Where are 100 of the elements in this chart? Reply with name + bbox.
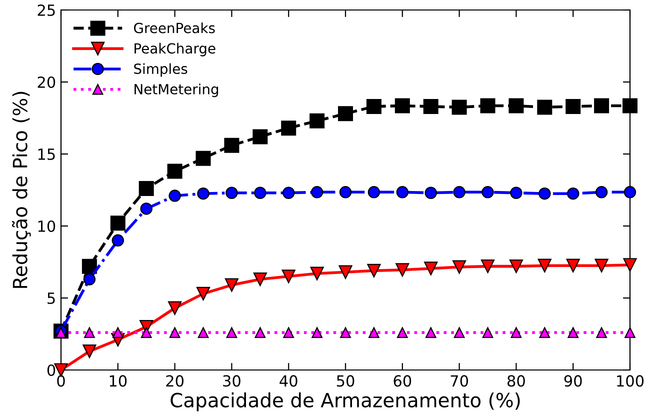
x-tick-label: 90	[564, 375, 582, 387]
point	[538, 258, 552, 272]
point	[508, 98, 524, 114]
point	[510, 327, 522, 338]
point	[539, 327, 550, 338]
y-tick-label: 5	[48, 292, 55, 304]
x-tick-label: 60	[394, 375, 412, 387]
point	[595, 186, 608, 198]
x-tick-label: 100	[617, 375, 644, 387]
point	[254, 186, 266, 199]
point	[310, 186, 324, 198]
point	[482, 186, 494, 198]
point	[82, 344, 96, 358]
point	[594, 98, 610, 114]
point	[226, 327, 238, 338]
x-tick-label: 80	[508, 375, 525, 387]
point	[622, 98, 638, 114]
point	[538, 187, 551, 200]
point	[253, 272, 267, 286]
point	[112, 327, 124, 338]
point	[196, 150, 211, 166]
point	[480, 98, 496, 114]
y-tick-label: 25	[38, 4, 55, 16]
point	[566, 98, 581, 114]
point	[138, 181, 154, 196]
point	[424, 262, 438, 276]
x-axis-title: Capacidade de Armazenamento (%)	[170, 392, 520, 412]
point	[196, 286, 210, 300]
point	[368, 327, 380, 338]
point	[310, 113, 325, 128]
point	[167, 164, 182, 179]
point	[396, 186, 409, 198]
point	[84, 327, 95, 338]
point	[198, 327, 209, 338]
legend-label: Simples	[134, 63, 188, 77]
point	[394, 98, 410, 114]
legend-label: GreenPeaks	[134, 22, 215, 34]
point	[624, 327, 636, 338]
x-tick-label: 70	[450, 375, 468, 387]
point	[112, 234, 124, 247]
point	[338, 265, 352, 279]
point	[425, 327, 436, 338]
point	[566, 187, 580, 200]
point	[282, 186, 295, 199]
point	[226, 186, 238, 199]
point	[310, 266, 324, 280]
point	[454, 327, 465, 338]
point	[510, 186, 522, 199]
point	[110, 216, 126, 231]
point	[254, 327, 266, 338]
point	[281, 120, 296, 136]
point	[283, 327, 294, 338]
y-axis-title: Redução de Pico (%)	[12, 92, 31, 288]
point	[366, 98, 382, 114]
point	[252, 129, 268, 144]
point	[168, 190, 181, 202]
x-tick-label: 30	[223, 375, 240, 387]
x-tick-label: 10	[110, 375, 127, 387]
point	[312, 327, 322, 338]
point	[596, 327, 607, 338]
point	[480, 260, 495, 274]
point	[340, 327, 351, 338]
y-tick-label: 0	[47, 364, 56, 376]
point	[169, 327, 180, 338]
point	[368, 186, 380, 198]
point	[396, 327, 408, 338]
point	[482, 327, 494, 338]
point	[83, 273, 96, 286]
point	[224, 278, 239, 292]
x-tick-label: 40	[280, 375, 298, 387]
point	[537, 100, 552, 115]
point	[566, 258, 580, 272]
point	[338, 106, 353, 122]
point	[282, 270, 296, 284]
point	[168, 301, 182, 315]
y-tick-label: 15	[38, 148, 55, 160]
legend-label: PeakCharge	[134, 42, 216, 56]
point	[624, 186, 636, 198]
x-tick-label: 20	[166, 375, 184, 387]
y-tick-label: 20	[38, 76, 56, 88]
point	[623, 258, 637, 272]
point	[453, 186, 466, 198]
legend-label: NetMetering	[134, 84, 218, 98]
point	[424, 186, 437, 199]
point	[367, 264, 381, 278]
point	[396, 263, 410, 277]
point	[594, 258, 608, 272]
point	[140, 327, 152, 338]
point	[423, 98, 438, 114]
point	[197, 187, 210, 200]
x-tick-label: 50	[336, 375, 354, 387]
point	[140, 202, 152, 215]
point	[452, 260, 466, 274]
point	[452, 100, 467, 115]
point	[224, 138, 240, 153]
point	[509, 260, 524, 274]
point	[568, 327, 579, 338]
y-tick-label: 10	[38, 220, 56, 232]
point	[82, 258, 97, 274]
point	[339, 186, 352, 198]
